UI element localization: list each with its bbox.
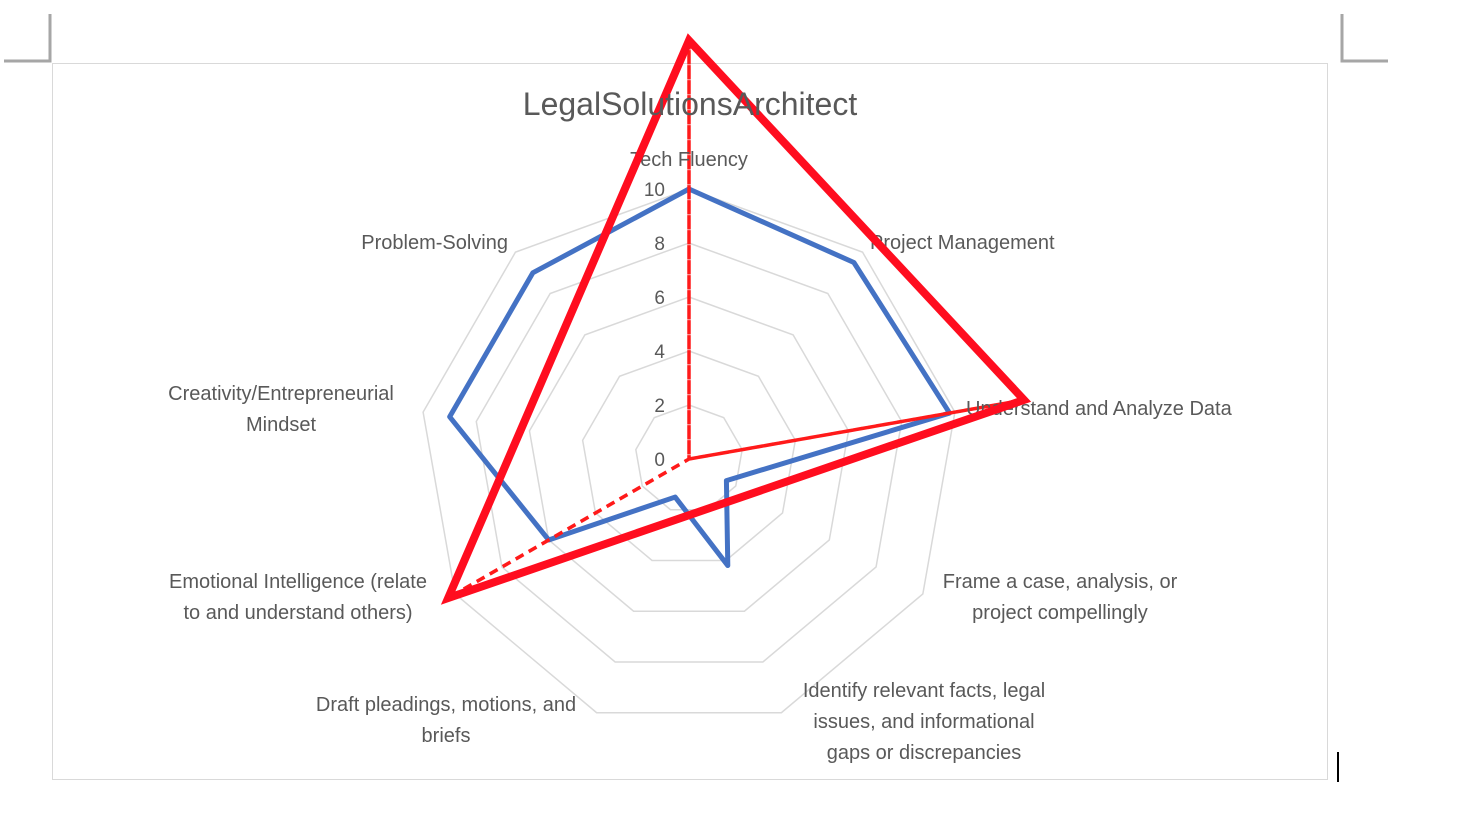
category-label: Project Management (870, 232, 1055, 254)
axis-tick-label: 10 (644, 180, 665, 201)
annotation-triangle (440, 33, 1032, 605)
category-label: Tech Fluency (630, 149, 748, 171)
category-label: Problem-Solving (361, 232, 508, 254)
axis-tick-label: 6 (654, 288, 665, 309)
page-corner-mark-right (1340, 14, 1388, 63)
axis-tick-label: 4 (654, 342, 665, 363)
axis-tick-label: 8 (654, 234, 665, 255)
category-label: Understand and Analyze Data (966, 398, 1233, 420)
axis-tick-label: 2 (654, 396, 665, 417)
text-cursor (1337, 752, 1339, 782)
category-label: Creativity/Entrepreneurial Mindset (168, 383, 394, 436)
axis-tick-label: 0 (654, 450, 665, 471)
series-2-line (446, 38, 1026, 600)
category-label: Frame a case, analysis, or project compel… (943, 571, 1178, 624)
grid-ring-10 (422, 188, 956, 714)
grid-ring-2 (635, 404, 743, 511)
category-label: Emotional Intelligence (relate to and und… (169, 571, 427, 624)
series-1-line (447, 186, 953, 569)
category-label: Draft pleadings, motions, and briefs (316, 694, 576, 747)
chart-title: LegalSolutionsArchitect (522, 86, 858, 122)
page-corner-mark-left (4, 14, 52, 63)
category-label: Identify relevant facts, legal issues, an… (803, 680, 1045, 764)
grid-ring-4 (581, 350, 797, 562)
grid-ring-6 (528, 296, 850, 612)
grid-ring-8 (475, 242, 903, 663)
